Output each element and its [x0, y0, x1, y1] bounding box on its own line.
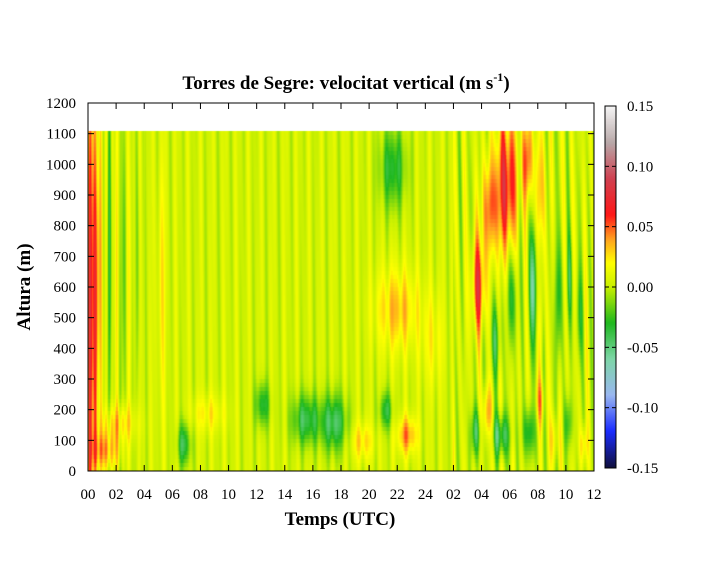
y-tick-label: 400 [54, 341, 77, 357]
y-axis: 0 100 200 300 400 500 600 700 800 900 1000 1100 1200 [46, 96, 594, 480]
x-tick-label: 00 [81, 487, 96, 503]
x-tick-label: 22 [390, 487, 405, 503]
x-tick-label: 06 [502, 487, 518, 503]
y-tick-label: 1000 [46, 157, 76, 173]
chart-title: Torres de Segre: velocitat vertical (m s… [182, 70, 509, 94]
heatmap-field [88, 103, 594, 471]
colorbar-tick-label: 0.00 [627, 280, 653, 296]
colorbar-tick-label: -0.05 [627, 340, 658, 356]
x-tick-label: 16 [305, 487, 321, 503]
chart-title-main: Torres de Segre: velocitat vertical (m s [182, 73, 493, 94]
x-tick-label: 10 [558, 487, 573, 503]
colorbar-tick-label: -0.10 [627, 401, 658, 417]
x-tick-label: 08 [193, 487, 208, 503]
y-tick-label: 600 [54, 280, 77, 296]
y-tick-label: 200 [54, 403, 77, 419]
x-tick-label: 12 [587, 487, 602, 503]
colorbar-gradient [605, 106, 616, 468]
x-axis: 00 02 04 06 08 10 12 14 16 18 20 22 24 02 04 06 08 10 12 [81, 103, 602, 503]
colorbar-tick-label: 0.05 [627, 220, 653, 236]
colorbar-tick-label: 0.15 [627, 99, 653, 115]
x-axis-title: Temps (UTC) [285, 509, 396, 530]
y-tick-label: 800 [54, 219, 77, 235]
plot-area [87, 102, 595, 472]
y-tick-label: 1100 [47, 127, 76, 143]
x-tick-label: 12 [249, 487, 264, 503]
y-tick-label: 100 [54, 433, 77, 449]
y-tick-label: 500 [54, 311, 77, 327]
y-tick-label: 900 [54, 188, 77, 204]
y-tick-label: 1200 [46, 96, 76, 112]
x-tick-label: 24 [418, 487, 434, 503]
y-tick-label: 0 [69, 464, 77, 480]
x-tick-label: 04 [137, 487, 153, 503]
y-axis-title: Altura (m) [14, 243, 35, 330]
x-tick-label: 02 [446, 487, 461, 503]
colorbar-tick-label: 0.10 [627, 159, 653, 175]
x-tick-label: 14 [277, 487, 293, 503]
chart-title-superscript: -1 [493, 70, 503, 84]
colorbar-tick-label: -0.15 [627, 461, 658, 477]
chart-title-suffix: ) [503, 73, 509, 94]
x-tick-label: 04 [474, 487, 490, 503]
x-tick-label: 10 [221, 487, 236, 503]
colorbar-ticks: -0.15 -0.10 -0.05 0.00 0.05 0.10 0.15 [605, 99, 658, 477]
x-tick-label: 06 [165, 487, 181, 503]
y-tick-label: 300 [54, 372, 77, 388]
x-tick-label: 20 [362, 487, 377, 503]
x-tick-label: 08 [530, 487, 545, 503]
x-tick-label: 18 [334, 487, 349, 503]
x-tick-label: 02 [109, 487, 124, 503]
colorbar: -0.15 -0.10 -0.05 0.00 0.05 0.10 0.15 [604, 99, 658, 477]
y-tick-label: 700 [54, 249, 77, 265]
